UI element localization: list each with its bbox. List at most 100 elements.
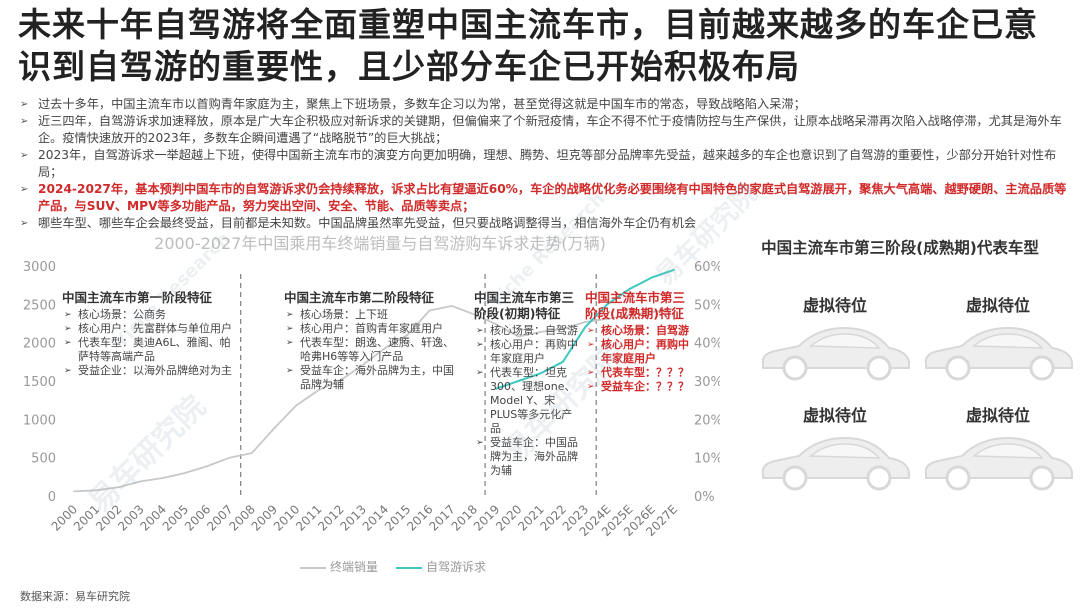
arrow-bullet-icon: ➢	[587, 382, 595, 392]
y-left-tick-label: 1000	[23, 413, 56, 428]
placeholder-label: 虚拟待位	[965, 296, 1030, 315]
arrow-bullet-icon: ➢	[20, 99, 29, 110]
chart-legend: 终端销量 自驾游诉求	[300, 558, 486, 575]
data-point	[384, 347, 386, 349]
car-silhouette-icon	[924, 326, 1073, 381]
data-point	[339, 379, 342, 381]
bullet-item: ➢ 2023年，自驾游诉求一举超越上下班，使得中国新主流车市的演变方向更加明确，理…	[20, 148, 1057, 179]
stage-1-box: 中国主流车市第一阶段特征 ➢ 核心场景：公商务 ➢ 核心用户：先富群体与单位用户 ➢…	[62, 290, 232, 378]
stage-item: ➢ 受益车企：海外品牌为主，中国品牌为辅	[286, 364, 454, 391]
arrow-bullet-icon: ➢	[64, 338, 72, 348]
bullet-item: ➢ 哪些车型、哪些车企会最终受益，目前都是未知数。中国品牌虽然率先受益，但只要战略…	[20, 216, 697, 230]
data-point	[73, 490, 75, 493]
bullet-list: ➢ 过去十多年，中国主流车市以首购青年家庭为主，聚焦上下班场景，多数车企习以为常，…	[20, 96, 1070, 232]
y-left-tick-label: 3000	[23, 260, 56, 275]
chart-title: 2000-2027年中国乘用车终端销量与自驾游购车诉求走势(万辆)	[154, 234, 606, 253]
car-placeholder: 虚拟待位	[918, 292, 1078, 382]
data-point	[495, 387, 498, 390]
data-point	[273, 427, 275, 430]
y-left-tick-label: 1500	[23, 375, 56, 390]
legend-item-selfdrive: 自驾游诉求	[396, 558, 486, 575]
car-silhouette-icon	[761, 326, 910, 381]
stage-item: ➢ 受益车企：？？？	[587, 380, 689, 393]
car-silhouette-icon	[924, 436, 1073, 491]
data-point	[162, 477, 164, 479]
bullet-item-highlight: ➢ 2024-2027年，基本预判中国车市的自驾游诉求仍会持续释放，诉求占比有望逼…	[20, 182, 1067, 213]
stage-heading: 中国主流车市第三阶段(成熟期)特征	[585, 290, 686, 321]
arrow-bullet-icon: ➢	[476, 326, 484, 336]
data-point	[517, 380, 520, 382]
stage-item: ➢ 核心用户：再购中年家庭用户	[476, 338, 578, 365]
car-silhouette-icon	[761, 436, 910, 491]
stage-item: ➢ 核心场景：自驾游	[587, 324, 689, 337]
arrow-bullet-icon: ➢	[286, 366, 294, 376]
car-placeholder: 虚拟待位	[918, 402, 1078, 492]
series-line-sales	[73, 304, 675, 493]
data-point	[139, 480, 142, 483]
y-left-tick-label: 2500	[23, 298, 56, 313]
bullet-item: ➢ 过去十多年，中国主流车市以首购青年家庭为主，聚焦上下班场景，多数车企习以为常，…	[20, 97, 806, 111]
data-point	[117, 486, 120, 488]
stage-heading: 中国主流车市第三阶段(初期)特征	[474, 290, 575, 321]
legend-item-sales: 终端销量	[300, 558, 378, 575]
data-point	[651, 276, 653, 279]
page-title: 未来十年自驾游将全面重塑中国主流车市，目前越来越多的车企已意识到自驾游的重要性，…	[18, 5, 1038, 86]
stage-2-box: 中国主流车市第二阶段特征 ➢ 核心场景：上下班 ➢ 核心用户：首购青年家庭用户 ➢ 代…	[284, 290, 464, 392]
data-point	[495, 323, 498, 326]
arrow-bullet-icon: ➢	[587, 368, 595, 378]
arrow-bullet-icon: ➢	[64, 366, 72, 376]
arrow-bullet-icon: ➢	[20, 218, 29, 229]
data-point	[628, 288, 631, 290]
arrow-bullet-icon: ➢	[64, 324, 72, 334]
data-point	[606, 303, 609, 306]
stage-item: ➢ 受益车企：中国品牌为主，海外品牌为辅	[476, 436, 578, 477]
right-panel-title: 中国主流车市第三阶段(成熟期)代表车型	[761, 239, 1039, 257]
stage-item: ➢ 核心用户：先富群体与单位用户	[64, 322, 232, 335]
arrow-bullet-icon: ➢	[286, 338, 294, 348]
stage-item: ➢ 核心场景：公商务	[64, 308, 166, 321]
data-point	[184, 472, 186, 474]
arrow-bullet-icon: ➢	[20, 116, 29, 127]
y-right-tick-label: 0%	[694, 490, 715, 505]
y-right-tick-label: 60%	[694, 260, 720, 275]
bullet-item: ➢ 近三四年，自驾游诉求加速释放，原本是广大车企积极应对新诉求的关键期，但偏偏来了…	[20, 114, 1062, 145]
data-point	[451, 305, 453, 307]
placeholder-label: 虚拟待位	[965, 406, 1030, 425]
stage-item: ➢ 核心场景：上下班	[286, 308, 388, 321]
data-source: 数据来源：易车研究院	[20, 590, 130, 603]
y-right-tick-label: 20%	[694, 413, 720, 428]
arrow-bullet-icon: ➢	[286, 310, 294, 320]
data-point	[651, 311, 653, 313]
data-point	[562, 328, 564, 330]
data-point	[362, 364, 364, 366]
legend-swatch	[300, 566, 326, 569]
data-point	[539, 372, 542, 375]
data-point	[673, 308, 675, 310]
sales-chart: 0 500 1000 1500 2000 2500 3000 0% 10% 20% 30% 40% 50…	[23, 260, 720, 539]
y-right-tick-label: 30%	[694, 375, 720, 390]
y-right-tick-label: 40%	[694, 337, 720, 352]
stage-item: ➢ 代表车型：奥迪A6L、雅阁、帕萨特等高端产品	[64, 336, 231, 363]
car-placeholder: 虚拟待位	[755, 292, 915, 382]
data-point	[584, 321, 586, 323]
stage-4-box: 中国主流车市第三阶段(成熟期)特征 ➢ 核心场景：自驾游 ➢ 核心用户：再购中年家庭…	[585, 290, 697, 394]
y-right-tick-label: 50%	[694, 298, 720, 313]
data-point	[206, 465, 209, 467]
arrow-bullet-icon: ➢	[587, 340, 595, 350]
arrow-bullet-icon: ➢	[587, 326, 595, 336]
data-point	[95, 489, 97, 492]
y-right-tick-label: 10%	[694, 452, 720, 467]
stage-heading: 中国主流车市第二阶段特征	[284, 290, 435, 305]
data-point	[251, 452, 253, 454]
stage-item: ➢ 代表车型：坦克300、理想one、Model Y、宋PLUS等多元化产品	[476, 366, 576, 435]
arrow-bullet-icon: ➢	[64, 310, 72, 320]
stage-item: ➢ 代表车型：朗逸、速腾、轩逸、哈弗H6等等入门产品	[286, 336, 454, 363]
y-left-tick-label: 2000	[23, 337, 56, 352]
arrow-bullet-icon: ➢	[20, 184, 29, 195]
data-point	[673, 269, 675, 271]
stage-item: ➢ 受益企业：以海外品牌绝对为主	[64, 364, 232, 377]
placeholder-label: 虚拟待位	[802, 406, 867, 425]
arrow-bullet-icon: ➢	[286, 324, 294, 334]
y-left-tick-label: 500	[31, 452, 56, 467]
stage-item: ➢ 核心用户：首购青年家庭用户	[286, 322, 443, 335]
